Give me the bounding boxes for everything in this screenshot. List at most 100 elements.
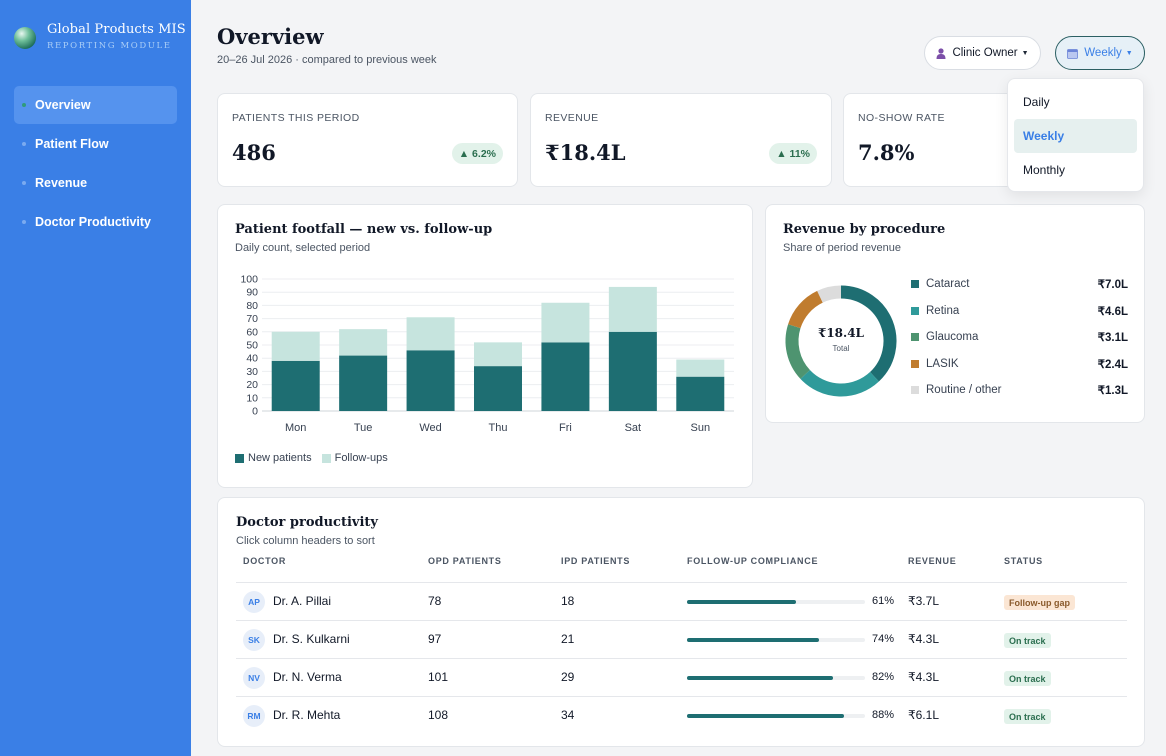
table-row[interactable]: SK Dr. S. Kulkarni 97 21 74% ₹4.3L On tr… xyxy=(236,621,1127,658)
bullet-icon xyxy=(22,220,26,224)
kpi-label: REVENUE xyxy=(545,112,599,124)
status-badge: On track xyxy=(1004,709,1051,724)
x-tick-label: Tue xyxy=(354,422,373,434)
bar-follow-ups-sat xyxy=(608,286,657,332)
legend-swatch xyxy=(911,333,919,342)
y-tick-label: 70 xyxy=(246,313,258,325)
procedure-revenue: ₹3.1L xyxy=(1097,332,1128,345)
x-tick-label: Mon xyxy=(285,422,306,434)
compliance-value: 82% xyxy=(872,671,895,683)
sidebar-item-doctor-productivity[interactable]: Doctor Productivity xyxy=(14,203,177,241)
legend-label: Follow-ups xyxy=(334,452,388,464)
bar-new-patients-wed xyxy=(406,350,455,411)
column-header-ipd[interactable]: IPD PATIENTS xyxy=(561,556,631,566)
period-select-button[interactable]: Weekly ▼ xyxy=(1055,36,1145,70)
procedure-revenue: ₹1.3L xyxy=(1097,385,1128,398)
procedure-revenue: ₹7.0L xyxy=(1097,279,1128,292)
doctor-name: Dr. N. Verma xyxy=(273,670,342,684)
compliance-value: 88% xyxy=(872,709,895,721)
compliance-bar xyxy=(687,638,865,642)
revenue-item-routine: Routine / other ₹1.3L xyxy=(911,377,1128,404)
period-select-label: Weekly xyxy=(1084,47,1122,59)
revenue-donut-chart: ₹18.4L Total xyxy=(785,285,897,397)
kpi-label: PATIENTS THIS PERIOD xyxy=(232,112,360,124)
chart-subtitle: Daily count, selected period xyxy=(235,242,371,254)
period-dropdown-menu: Daily Weekly Monthly xyxy=(1007,78,1144,192)
bar-follow-ups-thu xyxy=(474,342,522,367)
procedure-name: Retina xyxy=(926,304,960,317)
opd-count: 108 xyxy=(428,708,449,722)
kpi-label: NO-SHOW RATE xyxy=(858,112,945,124)
procedure-name: Glaucoma xyxy=(926,331,979,344)
revenue-procedure-card: Revenue by procedure Share of period rev… xyxy=(765,204,1145,423)
donut-slice-lasik xyxy=(788,290,824,329)
ipd-count: 18 xyxy=(561,594,575,608)
sidebar-item-overview[interactable]: Overview xyxy=(14,86,177,124)
legend-item-new: New patients xyxy=(235,452,312,464)
avatar: RM xyxy=(243,705,265,727)
ipd-count: 29 xyxy=(561,670,575,684)
procedure-revenue: ₹2.4L xyxy=(1097,358,1128,371)
legend-swatch xyxy=(911,359,919,368)
procedure-name: LASIK xyxy=(926,357,959,370)
chart-subtitle: Share of period revenue xyxy=(783,242,902,254)
x-tick-label: Thu xyxy=(489,422,508,434)
period-option-daily[interactable]: Daily xyxy=(1023,95,1050,109)
role-select-button[interactable]: Clinic Owner ▼ xyxy=(924,36,1041,70)
legend-swatch xyxy=(911,306,919,315)
bar-new-patients-fri xyxy=(541,342,590,411)
divider xyxy=(236,620,1127,621)
compliance-value: 74% xyxy=(872,633,895,645)
legend-item-follow-ups: Follow-ups xyxy=(321,452,388,464)
column-header-status[interactable]: STATUS xyxy=(1004,556,1043,566)
table-row[interactable]: RM Dr. R. Mehta 108 34 88% ₹6.1L On trac… xyxy=(236,697,1127,734)
column-header-revenue[interactable]: REVENUE xyxy=(908,556,957,566)
bar-follow-ups-tue xyxy=(339,329,388,356)
logo-icon xyxy=(14,27,36,49)
period-option-monthly[interactable]: Monthly xyxy=(1023,163,1066,177)
y-tick-label: 30 xyxy=(246,366,258,378)
footfall-chart-card: Patient footfall — new vs. follow-up Dai… xyxy=(217,204,753,488)
sidebar-item-revenue[interactable]: Revenue xyxy=(14,164,177,202)
legend-swatch xyxy=(321,453,331,463)
kpi-delta-badge: ▲ 11% xyxy=(769,143,817,164)
kpi-delta-badge: ▲ 6.2% xyxy=(451,143,503,164)
y-tick-label: 60 xyxy=(246,326,258,338)
compliance-bar-fill xyxy=(687,676,833,680)
sidebar: Global Products MIS REPORTING MODULE Ove… xyxy=(0,0,191,756)
doctor-name: Dr. R. Mehta xyxy=(273,708,341,722)
divider xyxy=(236,658,1127,659)
doctor-productivity-card: Doctor productivity Click column headers… xyxy=(217,497,1145,747)
table-row[interactable]: NV Dr. N. Verma 101 29 82% ₹4.3L On trac… xyxy=(236,659,1127,696)
chart-title: Revenue by procedure xyxy=(783,222,946,237)
y-tick-label: 100 xyxy=(240,274,258,286)
status-badge: On track xyxy=(1004,671,1051,686)
revenue-item-retina: Retina ₹4.6L xyxy=(911,298,1128,325)
donut-slice-glaucoma xyxy=(785,324,811,379)
caret-down-icon: ▼ xyxy=(1021,49,1029,57)
table-row[interactable]: AP Dr. A. Pillai 78 18 61% ₹3.7L Follow-… xyxy=(236,583,1127,620)
bar-new-patients-mon xyxy=(271,360,320,411)
compliance-bar-fill xyxy=(687,600,796,604)
bar-follow-ups-fri xyxy=(541,302,590,343)
sidebar-item-label: Revenue xyxy=(35,176,88,190)
revenue-item-cataract: Cataract ₹7.0L xyxy=(911,271,1128,298)
page-subtitle: 20–26 Jul 2026 · compared to previous we… xyxy=(217,54,437,66)
calendar-icon xyxy=(1067,48,1079,59)
sidebar-nav: Overview Patient Flow Revenue Doctor Pro… xyxy=(14,86,177,242)
column-header-doctor[interactable]: DOCTOR xyxy=(243,556,287,566)
y-tick-label: 40 xyxy=(246,353,258,365)
chart-title: Patient footfall — new vs. follow-up xyxy=(235,222,493,237)
column-header-compliance[interactable]: FOLLOW-UP COMPLIANCE xyxy=(687,556,819,566)
chart-legend: New patients Follow-ups xyxy=(235,452,398,464)
sidebar-item-patient-flow[interactable]: Patient Flow xyxy=(14,125,177,163)
bar-follow-ups-wed xyxy=(406,317,455,351)
procedure-revenue: ₹4.6L xyxy=(1097,305,1128,318)
user-icon xyxy=(936,47,946,59)
status-badge: On track xyxy=(1004,633,1051,648)
avatar: AP xyxy=(243,591,265,613)
column-header-opd[interactable]: OPD PATIENTS xyxy=(428,556,502,566)
y-tick-label: 90 xyxy=(246,287,258,299)
bar-follow-ups-sun xyxy=(676,359,725,377)
period-option-weekly[interactable]: Weekly xyxy=(1014,119,1137,153)
